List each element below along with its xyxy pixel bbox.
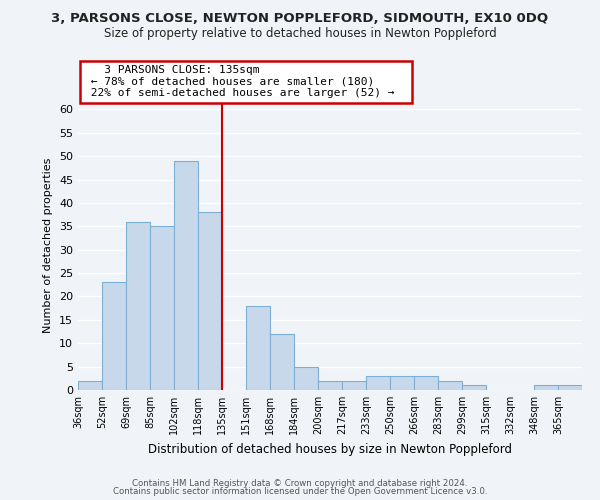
Bar	[174, 161, 198, 390]
Bar	[270, 334, 294, 390]
Bar	[198, 212, 222, 390]
Text: 3 PARSONS CLOSE: 135sqm
 ← 78% of detached houses are smaller (180)
 22% of semi: 3 PARSONS CLOSE: 135sqm ← 78% of detache…	[84, 65, 408, 98]
X-axis label: Distribution of detached houses by size in Newton Poppleford: Distribution of detached houses by size …	[148, 442, 512, 456]
Bar	[246, 306, 270, 390]
Bar	[78, 380, 102, 390]
Bar	[126, 222, 150, 390]
Bar	[150, 226, 174, 390]
Bar	[294, 366, 318, 390]
Bar	[462, 386, 486, 390]
Bar	[390, 376, 414, 390]
Bar	[366, 376, 390, 390]
Text: Contains HM Land Registry data © Crown copyright and database right 2024.: Contains HM Land Registry data © Crown c…	[132, 478, 468, 488]
Bar	[438, 380, 462, 390]
Text: 3, PARSONS CLOSE, NEWTON POPPLEFORD, SIDMOUTH, EX10 0DQ: 3, PARSONS CLOSE, NEWTON POPPLEFORD, SID…	[52, 12, 548, 26]
Bar	[318, 380, 342, 390]
Bar	[342, 380, 366, 390]
Text: Size of property relative to detached houses in Newton Poppleford: Size of property relative to detached ho…	[104, 28, 496, 40]
Y-axis label: Number of detached properties: Number of detached properties	[43, 158, 53, 332]
Bar	[558, 386, 582, 390]
Bar	[414, 376, 438, 390]
Bar	[534, 386, 558, 390]
Bar	[102, 282, 126, 390]
Text: Contains public sector information licensed under the Open Government Licence v3: Contains public sector information licen…	[113, 487, 487, 496]
